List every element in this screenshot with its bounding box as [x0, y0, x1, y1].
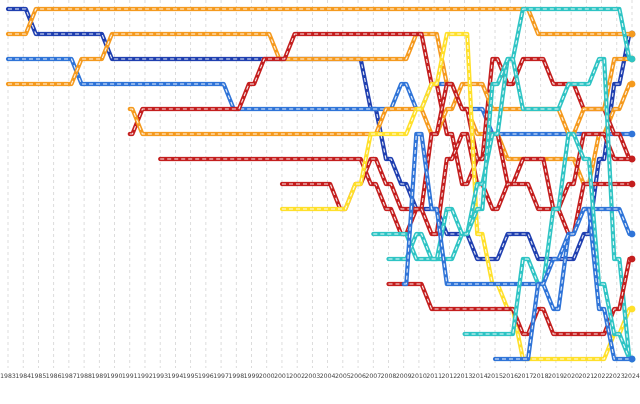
- x-tick-label: 2014: [472, 373, 488, 380]
- x-tick-label: 2020: [563, 373, 579, 380]
- x-tick-label: 2003: [305, 373, 321, 380]
- series-line-10-dash: [373, 8, 632, 260]
- x-tick-label: 1993: [152, 373, 168, 380]
- x-tick-label: 2019: [548, 373, 564, 380]
- series-line-2: [5, 6, 636, 38]
- x-tick-label: 1989: [91, 373, 107, 380]
- series-end-point-3: [628, 130, 636, 138]
- series-end-point-4: [628, 80, 636, 88]
- x-tick-label: 1985: [31, 373, 47, 380]
- series-end-point-9: [628, 305, 636, 313]
- series-line-15-dash: [495, 208, 632, 360]
- x-tick-label: 1992: [137, 373, 153, 380]
- series-line-2-dash: [8, 8, 632, 35]
- x-tick-label: 2017: [518, 373, 534, 380]
- series-line-1-dash: [8, 8, 632, 260]
- x-tick-label: 2009: [396, 373, 412, 380]
- x-tick-label: 1996: [198, 373, 214, 380]
- series-lines: [5, 6, 636, 363]
- x-tick-label: 1984: [15, 373, 31, 380]
- series-line-3: [5, 56, 636, 138]
- x-tick-label: 2010: [411, 373, 427, 380]
- x-tick-label: 1994: [168, 373, 184, 380]
- x-tick-label: 2011: [426, 373, 442, 380]
- x-tick-label: 2018: [533, 373, 549, 380]
- x-tick-label: 2022: [594, 373, 610, 380]
- series-end-point-2: [628, 30, 636, 38]
- series-line-9-dash: [282, 33, 632, 360]
- x-tick-label: 1999: [244, 373, 260, 380]
- series-end-point-7: [628, 155, 636, 163]
- x-tick-label: 2013: [457, 373, 473, 380]
- series-end-point-8: [628, 180, 636, 188]
- series-line-11-dash: [388, 58, 632, 360]
- x-tick-label: 2012: [441, 373, 457, 380]
- x-tick-label: 1983: [0, 373, 16, 380]
- series-line-14-dash: [464, 133, 632, 360]
- series-line-9: [279, 31, 636, 362]
- x-tick-label: 2015: [487, 373, 503, 380]
- x-tick-label: 1995: [183, 373, 199, 380]
- x-tick-label: 1990: [107, 373, 123, 380]
- x-tick-label: 1991: [122, 373, 138, 380]
- x-tick-label: 2021: [578, 373, 594, 380]
- x-axis: 1983 1984 1985 1986 1987 1988 1989 1990 1991 1992…: [0, 373, 640, 380]
- grid-lines: [7, 0, 633, 368]
- x-tick-label: 2008: [381, 373, 397, 380]
- x-tick-label: 2006: [350, 373, 366, 380]
- x-tick-label: 2000: [259, 373, 275, 380]
- x-tick-label: 1986: [46, 373, 62, 380]
- series-line-6-dash: [129, 58, 632, 135]
- x-tick-label: 2016: [502, 373, 518, 380]
- series-line-4-dash: [8, 33, 632, 185]
- series-line-10: [371, 6, 636, 262]
- series-line-4: [5, 31, 636, 187]
- x-tick-label: 2023: [609, 373, 625, 380]
- series-line-15: [492, 206, 636, 363]
- x-tick-label: 1987: [61, 373, 77, 380]
- x-tick-label: 2002: [289, 373, 305, 380]
- series-end-point-15: [628, 355, 636, 363]
- x-tick-label: 2007: [365, 373, 381, 380]
- x-tick-label: 2005: [335, 373, 351, 380]
- series-line-3-dash: [8, 58, 632, 135]
- series-end-point-10: [628, 55, 636, 63]
- series-end-point-13: [628, 230, 636, 238]
- x-tick-label: 1988: [76, 373, 92, 380]
- series-end-point-12: [628, 255, 636, 263]
- x-tick-label: 2001: [274, 373, 290, 380]
- x-tick-label: 2004: [320, 373, 336, 380]
- series-line-2-stroke: [5, 6, 635, 37]
- series-line-3-stroke: [5, 56, 635, 137]
- x-tick-label: 2024: [624, 373, 640, 380]
- x-tick-label: 1997: [213, 373, 229, 380]
- x-tick-label: 1998: [228, 373, 244, 380]
